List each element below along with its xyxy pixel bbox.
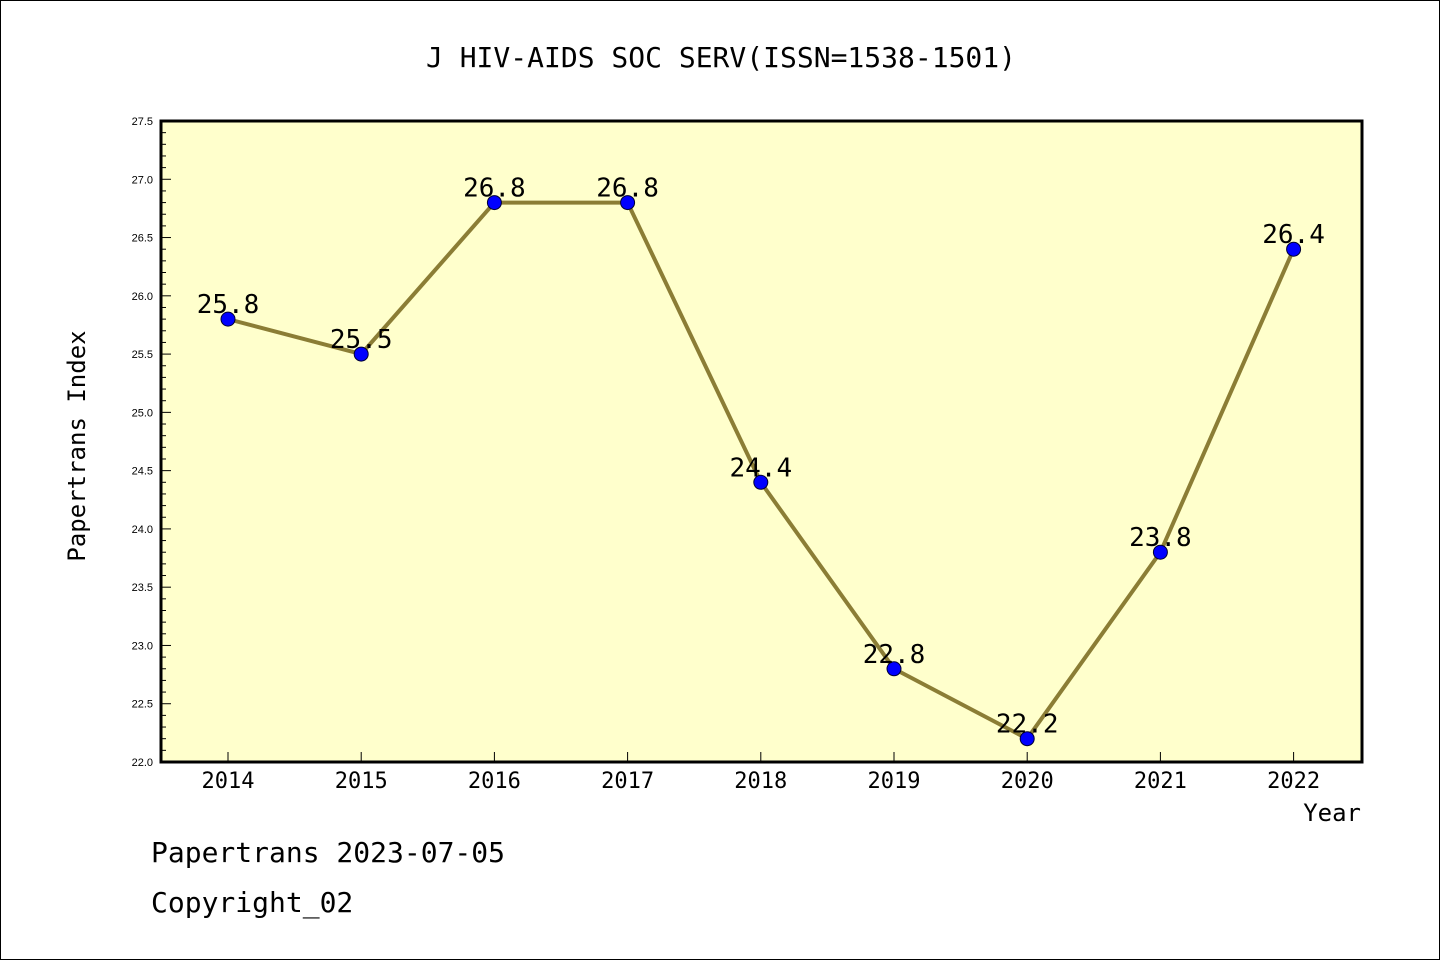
data-point — [886, 661, 902, 677]
y-tick-label: 26.5 — [132, 233, 153, 245]
plot-area — [159, 119, 1364, 764]
y-tick-label: 24.0 — [132, 524, 153, 536]
data-point — [220, 311, 236, 327]
y-tick-label: 22.0 — [132, 757, 153, 769]
x-tick-label: 2021 — [1134, 769, 1187, 794]
footer-copyright: Copyright_02 — [151, 886, 354, 919]
y-tick-label: 27.5 — [132, 116, 153, 128]
data-label: 26.8 — [463, 174, 526, 204]
data-label: 26.8 — [596, 174, 659, 204]
data-label: 23.8 — [1129, 523, 1192, 553]
data-label: 22.8 — [863, 640, 926, 670]
x-tick-label: 2019 — [868, 769, 921, 794]
data-label: 26.4 — [1262, 220, 1325, 250]
x-tick-label: 2018 — [734, 769, 787, 794]
x-tick-label: 2016 — [468, 769, 521, 794]
x-tick-label: 2022 — [1267, 769, 1320, 794]
data-label: 25.8 — [197, 290, 260, 320]
x-axis: 2014 2015 2016 2017 2018 2019 2020 2021 2022 — [202, 752, 1320, 794]
data-labels: 25.8 25.5 26.8 26.8 24.4 22.8 22.2 23.8 26.4 — [197, 174, 1325, 740]
data-point — [353, 346, 369, 362]
x-tick-label: 2020 — [1001, 769, 1054, 794]
data-label: 24.4 — [729, 453, 792, 483]
y-tick-label: 22.5 — [132, 699, 153, 711]
y-tick-label: 25.0 — [132, 407, 153, 419]
data-series — [220, 195, 1302, 747]
y-tick-label: 23.0 — [132, 640, 153, 652]
y-tick-label: 24.5 — [132, 466, 153, 478]
y-tick-label: 25.5 — [132, 349, 153, 361]
data-point — [620, 195, 636, 211]
x-tick-label: 2017 — [601, 769, 654, 794]
data-point — [1152, 544, 1168, 560]
data-point — [1019, 731, 1035, 747]
x-tick-label: 2014 — [202, 769, 255, 794]
y-tick-label: 27.0 — [132, 174, 153, 186]
y-axis: 22.0 22.5 23.0 23.5 24.0 24.5 25.0 25.5 26.0 26.5… — [132, 116, 171, 769]
x-tick-label: 2015 — [335, 769, 388, 794]
data-point — [753, 474, 769, 490]
data-label: 22.2 — [996, 710, 1059, 740]
chart-title: J HIV-AIDS SOC SERV(ISSN=1538-1501) — [426, 41, 1016, 74]
y-tick-label: 26.0 — [132, 291, 153, 303]
footer-date: Papertrans 2023-07-05 — [151, 836, 506, 869]
data-point — [486, 195, 502, 211]
x-axis-label: Year — [1303, 799, 1361, 827]
data-point — [1286, 241, 1302, 257]
data-label: 25.5 — [330, 325, 393, 355]
y-tick-label: 23.5 — [132, 582, 153, 594]
y-axis-label: Papertrans Index — [63, 330, 91, 561]
